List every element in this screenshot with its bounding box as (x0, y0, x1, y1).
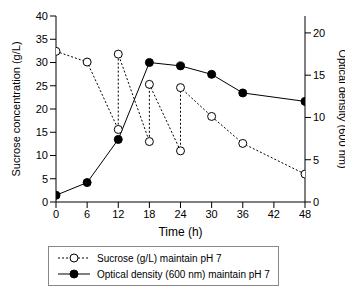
svg-text:20: 20 (313, 27, 325, 39)
svg-text:0: 0 (53, 208, 59, 220)
svg-text:25: 25 (36, 80, 48, 92)
svg-text:18: 18 (143, 208, 155, 220)
svg-text:30: 30 (36, 56, 48, 68)
svg-text:10: 10 (36, 149, 48, 161)
svg-text:24: 24 (174, 208, 186, 220)
svg-text:48: 48 (299, 208, 311, 220)
svg-text:5: 5 (313, 154, 319, 166)
svg-text:5: 5 (42, 173, 48, 185)
svg-text:20: 20 (36, 103, 48, 115)
svg-text:10: 10 (313, 111, 325, 123)
svg-text:12: 12 (112, 208, 124, 220)
svg-text:Time (h): Time (h) (158, 225, 202, 239)
svg-text:40: 40 (36, 10, 48, 22)
svg-text:0: 0 (313, 196, 319, 208)
svg-text:42: 42 (268, 208, 280, 220)
svg-text:Sucrose concentration (g/L): Sucrose concentration (g/L) (10, 41, 22, 176)
svg-text:15: 15 (36, 126, 48, 138)
svg-text:0: 0 (42, 196, 48, 208)
svg-text:35: 35 (36, 33, 48, 45)
svg-text:30: 30 (206, 208, 218, 220)
svg-text:6: 6 (84, 208, 90, 220)
html-text:Sucrose (g/L) maintain pH 7: Sucrose (g/L) maintain pH 7 (97, 252, 222, 264)
svg-text:Optical density (600 nm): Optical density (600 nm) (337, 49, 345, 168)
html-text:Optical density (600 nm) maint: Optical density (600 nm) maintain pH 7 (97, 268, 270, 280)
svg-text:15: 15 (313, 69, 325, 81)
svg-text:36: 36 (237, 208, 249, 220)
